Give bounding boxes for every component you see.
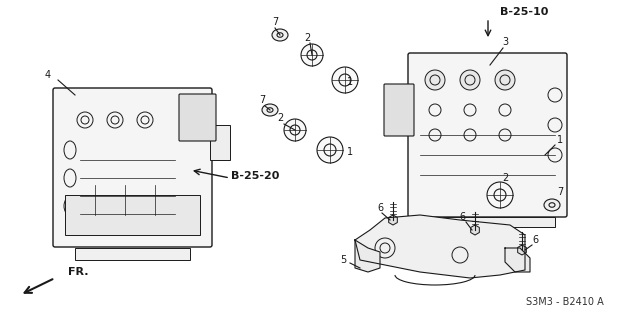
Polygon shape: [355, 215, 525, 278]
Text: FR.: FR.: [68, 267, 88, 277]
Text: 2: 2: [502, 173, 508, 183]
Polygon shape: [518, 245, 526, 255]
Text: 1: 1: [347, 77, 353, 87]
Circle shape: [425, 70, 445, 90]
Text: 6: 6: [532, 235, 538, 245]
Text: 3: 3: [502, 37, 508, 47]
Text: 7: 7: [557, 187, 563, 197]
Text: 4: 4: [45, 70, 51, 80]
Polygon shape: [470, 225, 479, 235]
FancyBboxPatch shape: [420, 217, 555, 227]
Polygon shape: [505, 248, 530, 272]
Text: 2: 2: [304, 33, 310, 43]
Text: 6: 6: [377, 203, 383, 213]
Text: B-25-10: B-25-10: [500, 7, 548, 17]
Text: B-25-20: B-25-20: [231, 171, 279, 181]
FancyBboxPatch shape: [179, 94, 216, 141]
Text: 1: 1: [347, 147, 353, 157]
Circle shape: [487, 182, 513, 208]
Circle shape: [317, 137, 343, 163]
Text: 1: 1: [557, 135, 563, 145]
Ellipse shape: [262, 104, 278, 116]
Circle shape: [301, 44, 323, 66]
Text: 6: 6: [459, 212, 465, 222]
FancyBboxPatch shape: [210, 125, 230, 160]
Circle shape: [460, 70, 480, 90]
Text: 2: 2: [277, 113, 283, 123]
Polygon shape: [355, 240, 380, 272]
Circle shape: [284, 119, 306, 141]
FancyBboxPatch shape: [408, 53, 567, 217]
Text: 5: 5: [340, 255, 346, 265]
Text: S3M3 - B2410 A: S3M3 - B2410 A: [526, 297, 604, 307]
Circle shape: [495, 70, 515, 90]
Circle shape: [332, 67, 358, 93]
FancyBboxPatch shape: [53, 88, 212, 247]
FancyBboxPatch shape: [75, 248, 190, 260]
Ellipse shape: [544, 199, 560, 211]
Text: 7: 7: [259, 95, 265, 105]
Polygon shape: [388, 215, 397, 225]
FancyBboxPatch shape: [65, 195, 200, 235]
FancyBboxPatch shape: [384, 84, 414, 136]
Ellipse shape: [272, 29, 288, 41]
Text: 7: 7: [272, 17, 278, 27]
